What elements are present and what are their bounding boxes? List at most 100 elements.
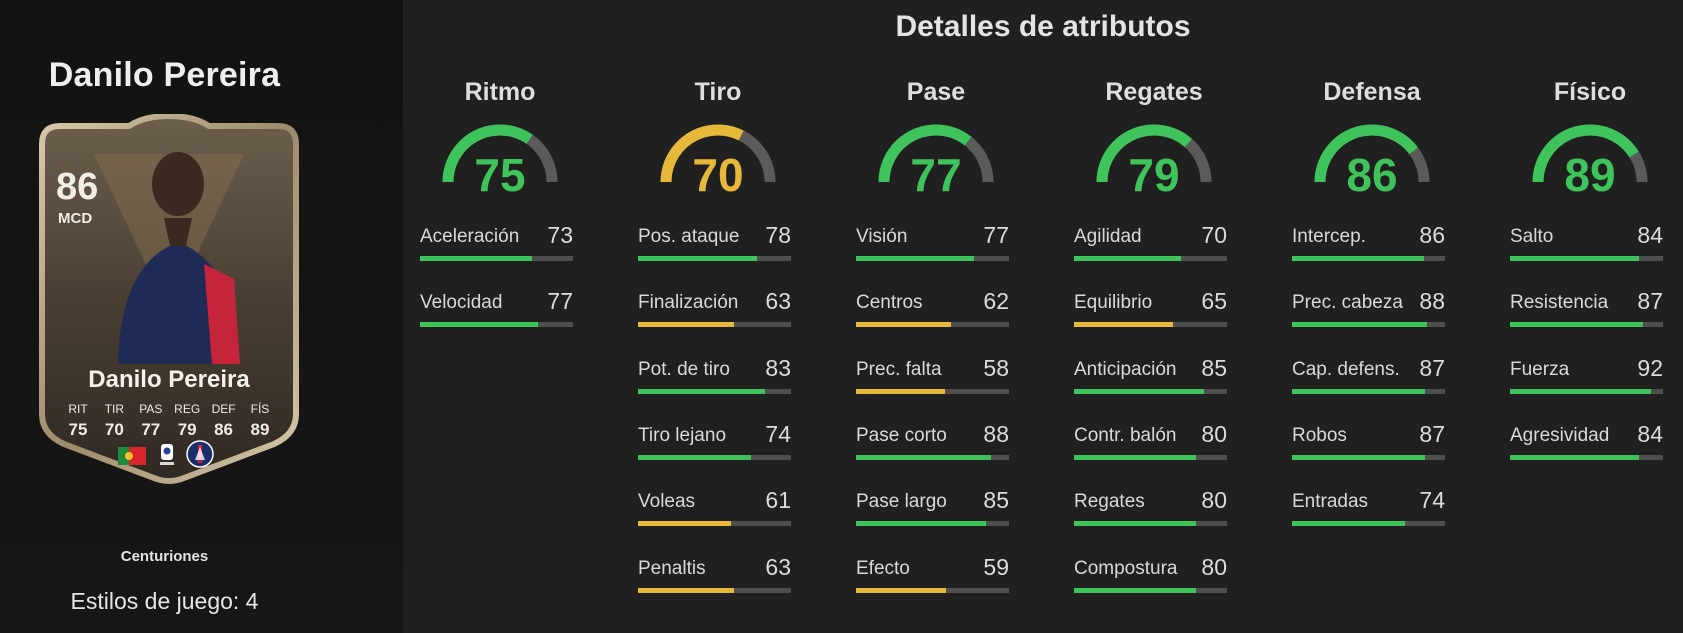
attribute-value: 58 xyxy=(983,355,1009,381)
attribute-value: 80 xyxy=(1201,487,1227,513)
attribute-bar-track xyxy=(1074,322,1227,327)
category-value: 75 xyxy=(474,149,526,201)
attribute-row: Equilibrio 65 xyxy=(1074,288,1234,332)
attribute-bar-track xyxy=(1510,455,1663,460)
card-frame xyxy=(39,114,299,484)
attribute-row: Visión 77 xyxy=(856,222,1016,266)
attribute-value: 85 xyxy=(983,487,1009,513)
attribute-row: Pase corto 88 xyxy=(856,421,1016,465)
category-title: Físico xyxy=(1553,78,1627,106)
attribute-name: Contr. balón xyxy=(1074,425,1177,446)
gauge-fill xyxy=(660,124,776,183)
card-stat-label: RIT xyxy=(68,402,88,416)
attribute-row: Efecto 59 xyxy=(856,554,1016,598)
attribute-bar-track xyxy=(1510,256,1663,261)
attribute-name: Prec. cabeza xyxy=(1292,292,1403,313)
attribute-row: Intercep. 86 xyxy=(1292,222,1452,266)
attribute-bar-track xyxy=(856,455,1009,460)
attribute-bar-fill xyxy=(1292,455,1426,460)
category-value: 89 xyxy=(1564,149,1616,201)
category-value: 86 xyxy=(1346,149,1398,201)
attribute-row: Velocidad 77 xyxy=(420,288,580,332)
attribute-bar-fill xyxy=(1510,256,1639,261)
attribute-bar-track xyxy=(1074,256,1227,261)
attribute-value: 88 xyxy=(983,421,1009,447)
card-position: MCD xyxy=(58,210,93,227)
attribute-name: Entradas xyxy=(1292,491,1369,512)
card-stat-value: 77 xyxy=(141,420,161,439)
attribute-bar-track xyxy=(638,389,791,394)
attribute-value: 80 xyxy=(1201,554,1227,580)
attribute-bar-track xyxy=(1074,588,1227,593)
attribute-row: Agilidad 70 xyxy=(1074,222,1234,266)
attribute-bar-track xyxy=(856,389,1009,394)
attribute-bar-track xyxy=(856,521,1009,526)
card-stat-value: 79 xyxy=(177,420,197,439)
category-gauge xyxy=(1314,124,1430,183)
attribute-bar-track xyxy=(856,588,1009,593)
attribute-bar-fill xyxy=(1074,588,1197,593)
card-rating: 86 xyxy=(56,166,99,208)
attribute-bar-track xyxy=(1292,521,1445,526)
attribute-value: 78 xyxy=(765,222,791,248)
attribute-value: 87 xyxy=(1419,355,1445,381)
attribute-value: 63 xyxy=(765,554,791,580)
attribute-bar-fill xyxy=(638,322,735,327)
attribute-name: Agilidad xyxy=(1074,226,1142,247)
attribute-name: Tiro lejano xyxy=(638,425,727,446)
attribute-name: Cap. defens. xyxy=(1292,359,1400,380)
attribute-bar-track xyxy=(638,455,791,460)
attribute-row: Cap. defens. 87 xyxy=(1292,355,1452,399)
attribute-bar-track xyxy=(856,256,1009,261)
category-value: 77 xyxy=(910,149,962,201)
card-stat-value: 86 xyxy=(214,420,234,439)
attribute-value: 74 xyxy=(1419,487,1445,513)
attribute-name: Velocidad xyxy=(420,292,503,313)
attribute-bar-fill xyxy=(1510,322,1644,327)
attribute-value: 70 xyxy=(1201,222,1227,248)
attribute-bar-fill xyxy=(1292,322,1427,327)
category-gauge xyxy=(1096,124,1212,183)
attribute-row: Compostura 80 xyxy=(1074,554,1234,598)
attribute-row: Agresividad 84 xyxy=(1510,421,1670,465)
attribute-bar-fill xyxy=(1074,322,1174,327)
card-stat-value: 89 xyxy=(250,420,270,439)
attribute-bar-fill xyxy=(638,588,735,593)
attribute-name: Compostura xyxy=(1074,558,1178,579)
attribute-row: Prec. cabeza 88 xyxy=(1292,288,1452,332)
category-title: Pase xyxy=(906,78,966,106)
attribute-bar-track xyxy=(1292,455,1445,460)
club-crest-icon xyxy=(186,440,214,468)
attribute-row: Resistencia 87 xyxy=(1510,288,1670,332)
attribute-bar-fill xyxy=(856,455,991,460)
attribute-bar-track xyxy=(638,521,791,526)
playstyles-count[interactable]: Estilos de juego: 4 xyxy=(70,588,259,614)
attribute-name: Visión xyxy=(856,226,908,247)
attribute-row: Centros 62 xyxy=(856,288,1016,332)
attribute-bar-track xyxy=(1074,389,1227,394)
attribute-value: 86 xyxy=(1419,222,1445,248)
attribute-bar-track xyxy=(1510,322,1663,327)
attribute-row: Salto 84 xyxy=(1510,222,1670,266)
attribute-bar-fill xyxy=(638,389,765,394)
gauge-fill xyxy=(1532,124,1648,183)
attribute-bar-fill xyxy=(856,322,951,327)
attribute-bar-fill xyxy=(1074,256,1182,261)
attribute-value: 73 xyxy=(547,222,573,248)
attribute-row: Voleas 61 xyxy=(638,487,798,531)
attribute-name: Pase corto xyxy=(856,425,947,446)
attribute-bar-fill xyxy=(856,521,987,526)
attribute-name: Centros xyxy=(856,292,923,313)
attribute-name: Penaltis xyxy=(638,558,706,579)
attribute-name: Efecto xyxy=(856,558,910,579)
attribute-row: Entradas 74 xyxy=(1292,487,1452,531)
attribute-name: Pase largo xyxy=(856,491,947,512)
attribute-value: 88 xyxy=(1419,288,1445,314)
attribute-value: 63 xyxy=(765,288,791,314)
attribute-row: Prec. falta 58 xyxy=(856,355,1016,399)
attribute-name: Pot. de tiro xyxy=(638,359,730,380)
league-logo-icon xyxy=(160,444,174,465)
category-title: Regates xyxy=(1105,78,1203,106)
player-card[interactable]: 86 MCD Danilo Pereira RIT TIR PAS REG DE… xyxy=(34,114,304,486)
attribute-bar-fill xyxy=(1074,455,1197,460)
